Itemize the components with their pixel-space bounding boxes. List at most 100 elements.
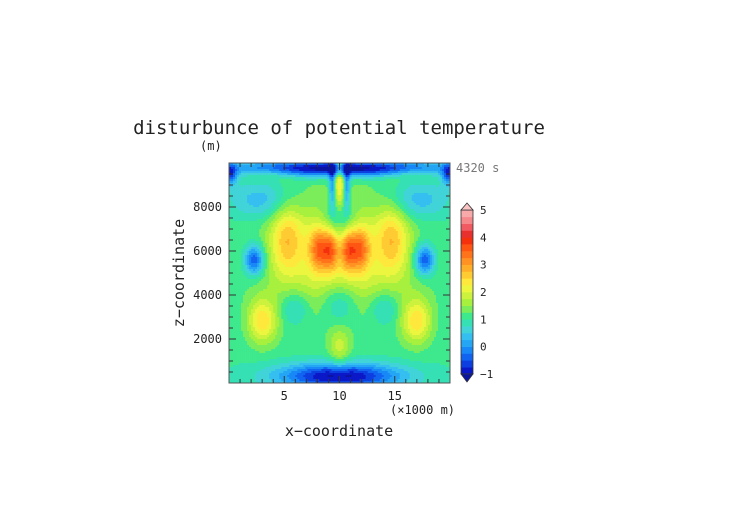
field-cell (357, 215, 360, 218)
field-cell (419, 211, 423, 214)
field-cell (401, 249, 405, 252)
field-cell (357, 239, 360, 242)
field-cell (299, 171, 302, 174)
field-cell (377, 245, 381, 248)
field-cell (417, 233, 421, 236)
field-cell (323, 229, 326, 232)
field-cell (285, 221, 288, 224)
field-cell (255, 193, 258, 196)
field-cell (435, 169, 439, 172)
field-cell (399, 245, 403, 248)
field-cell (295, 193, 298, 196)
field-cell (335, 197, 338, 200)
field-cell (437, 217, 441, 220)
field-cell (275, 251, 278, 254)
field-cell (343, 233, 346, 236)
field-cell (383, 179, 387, 182)
field-cell (265, 185, 268, 188)
field-cell (435, 217, 439, 220)
field-cell (425, 251, 429, 254)
field-cell (299, 217, 302, 220)
field-cell (417, 195, 421, 198)
field-cell (325, 239, 328, 242)
field-cell (245, 225, 248, 228)
field-cell (247, 177, 250, 180)
field-cell (389, 241, 393, 244)
field-cell (445, 251, 449, 254)
field-cell (411, 233, 415, 236)
field-cell (259, 205, 262, 208)
field-cell (359, 195, 362, 198)
field-cell (347, 193, 350, 196)
field-cell (233, 163, 236, 166)
field-cell (291, 251, 294, 254)
field-cell (233, 189, 236, 192)
field-cell (331, 237, 334, 240)
field-cell (307, 225, 310, 228)
field-cell (229, 235, 232, 238)
field-cell (257, 243, 260, 246)
field-cell (309, 241, 312, 244)
field-cell (397, 241, 401, 244)
field-cell (309, 249, 312, 252)
field-cell (261, 191, 264, 194)
field-cell (351, 241, 354, 244)
field-cell (447, 215, 451, 218)
field-cell (395, 189, 399, 192)
field-cell (229, 209, 232, 212)
field-cell (303, 179, 306, 182)
field-cell (271, 195, 274, 198)
field-cell (377, 185, 381, 188)
field-cell (333, 219, 336, 222)
field-cell (229, 189, 232, 192)
field-cell (437, 167, 441, 170)
field-cell (345, 241, 348, 244)
field-cell (353, 245, 356, 248)
field-cell (363, 175, 366, 178)
field-cell (255, 237, 258, 240)
field-cell (345, 165, 348, 168)
field-cell (431, 175, 435, 178)
field-cell (337, 219, 340, 222)
field-cell (295, 189, 298, 192)
field-cell (347, 175, 350, 178)
field-cell (381, 199, 385, 202)
field-cell (325, 213, 328, 216)
field-cell (315, 219, 318, 222)
field-cell (361, 225, 364, 228)
field-cell (317, 163, 320, 166)
field-cell (445, 237, 449, 240)
field-cell (317, 195, 320, 198)
field-cell (363, 231, 366, 234)
field-cell (429, 181, 433, 184)
field-cell (239, 175, 242, 178)
field-cell (339, 181, 342, 184)
field-cell (347, 227, 350, 230)
field-cell (337, 227, 340, 230)
field-cell (387, 231, 391, 234)
field-cell (407, 201, 411, 204)
field-cell (255, 187, 258, 190)
field-cell (359, 207, 362, 210)
field-cell (353, 173, 356, 176)
field-cell (289, 239, 292, 242)
field-cell (443, 197, 447, 200)
field-cell (417, 173, 421, 176)
field-cell (271, 213, 274, 216)
field-cell (405, 233, 409, 236)
field-cell (259, 189, 262, 192)
field-cell (257, 187, 260, 190)
field-cell (327, 171, 330, 174)
field-cell (391, 233, 395, 236)
field-cell (303, 233, 306, 236)
field-cell (423, 173, 427, 176)
field-cell (395, 195, 399, 198)
field-cell (379, 191, 383, 194)
field-cell (387, 203, 391, 206)
field-cell (263, 179, 266, 182)
field-cell (307, 235, 310, 238)
field-cell (277, 245, 280, 248)
field-cell (347, 213, 350, 216)
field-cell (361, 239, 364, 242)
field-cell (397, 213, 401, 216)
